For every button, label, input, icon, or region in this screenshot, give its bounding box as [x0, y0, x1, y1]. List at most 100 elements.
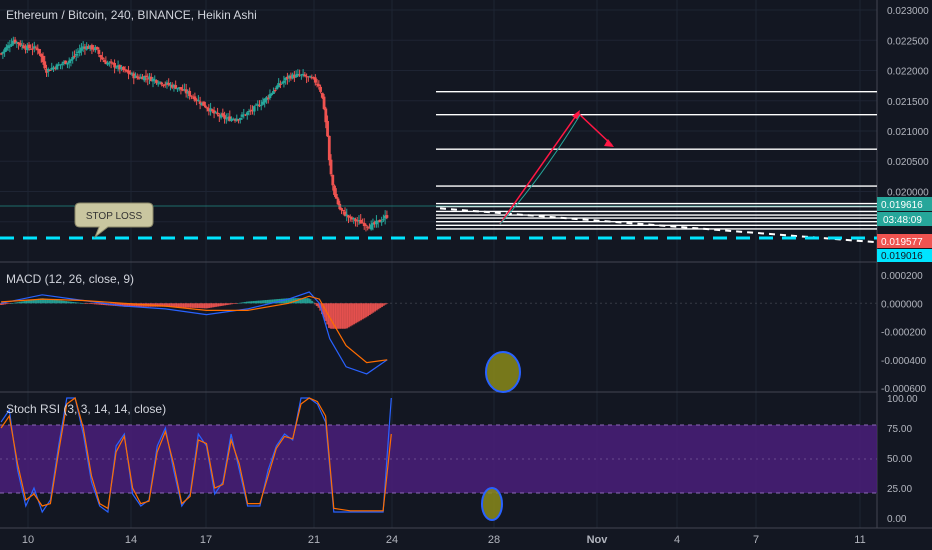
candle-body — [198, 101, 202, 104]
macd-histogram-bar — [333, 303, 336, 329]
macd-histogram-bar — [188, 303, 191, 308]
candle-body — [109, 61, 113, 63]
candle-body — [57, 64, 61, 66]
candle-body — [331, 174, 335, 186]
candle-body — [83, 46, 87, 49]
macd-histogram-bar — [24, 300, 27, 304]
macd-histogram-bar — [26, 300, 29, 304]
macd-histogram-bar — [284, 298, 287, 304]
candle-body — [15, 42, 19, 44]
candle-body — [256, 104, 260, 106]
candle-body — [87, 46, 90, 49]
macd-histogram-bar — [321, 303, 324, 315]
macd-histogram-bar — [291, 298, 294, 304]
candle-body — [338, 203, 342, 210]
macd-histogram-bar — [60, 300, 64, 304]
macd-histogram-bar — [282, 298, 286, 304]
price-tick-label: 0.020500 — [887, 157, 929, 168]
candle-body — [169, 84, 172, 86]
macd-histogram-bar — [364, 303, 368, 318]
macd-histogram-bar — [67, 301, 71, 304]
macd-histogram-bar — [219, 303, 223, 306]
candle-body — [279, 84, 282, 86]
macd-histogram-bar — [6, 303, 10, 304]
macd-histogram-bar — [81, 303, 85, 304]
candle-body — [364, 224, 368, 226]
candle-body — [319, 86, 322, 92]
candle-body — [74, 53, 78, 56]
stoch-tick-label: 0.00 — [887, 514, 907, 525]
macd-histogram-bar — [322, 303, 326, 318]
macd-histogram-bar — [218, 303, 221, 307]
macd-histogram-bar — [176, 303, 179, 308]
macd-histogram-bar — [125, 303, 129, 307]
stop-loss-callout[interactable]: STOP LOSS — [74, 202, 154, 239]
macd-histogram-bar — [212, 303, 216, 308]
candle-body — [362, 222, 366, 227]
candle-body — [137, 77, 141, 79]
candle-body — [34, 47, 38, 49]
candle-body — [183, 89, 186, 91]
candle-body — [71, 56, 75, 60]
macd-histogram-bar — [247, 301, 251, 304]
candle-body — [3, 49, 7, 53]
candle-body — [317, 84, 321, 87]
macd-histogram-bar — [94, 303, 97, 305]
candle-body — [196, 100, 200, 102]
macd-histogram-bar — [0, 303, 3, 305]
macd-histogram-bar — [286, 298, 289, 304]
candle-body — [67, 60, 71, 63]
candle-body — [88, 45, 92, 49]
macd-histogram-bar — [39, 298, 43, 304]
time-axis[interactable]: 10 14 17 21 24 28 Nov 4 7 11 — [22, 534, 866, 546]
macd-signal-line — [1, 295, 388, 364]
macd-histogram-bar — [1, 303, 5, 305]
time-tick-label: Nov — [587, 534, 609, 546]
trend-dashed-line — [439, 207, 878, 244]
candle-body — [341, 210, 345, 212]
macd-histogram-bar — [137, 303, 141, 307]
candle-body — [202, 101, 206, 106]
macd-histogram-bar — [5, 303, 8, 305]
candle-body — [186, 91, 190, 94]
candle-body — [10, 44, 13, 46]
time-tick-label: 4 — [674, 534, 680, 546]
projection-teal-curve — [499, 114, 581, 225]
macd-histogram-bar — [17, 302, 20, 304]
candle-body — [125, 69, 129, 72]
candle-body — [305, 76, 309, 78]
candle-body — [200, 102, 204, 106]
macd-histogram-bar — [15, 302, 19, 304]
macd-highlight-ellipse[interactable] — [485, 351, 521, 393]
macd-histogram-bar — [128, 303, 132, 307]
candle-body — [184, 89, 188, 94]
candle-body — [348, 216, 352, 218]
macd-histogram-bar — [350, 303, 354, 326]
candle-body — [322, 96, 326, 110]
macd-tick-label: -0.000400 — [881, 356, 926, 367]
candle-body — [306, 76, 310, 78]
macd-histogram-bar — [158, 303, 162, 307]
macd-histogram-bar — [225, 303, 228, 306]
candle-body — [233, 119, 237, 121]
candle-body — [81, 46, 85, 48]
candle-body — [174, 85, 178, 89]
macd-histogram-bar — [371, 303, 375, 313]
candle-body — [354, 219, 357, 222]
macd-histogram-bar — [331, 303, 335, 329]
candle-body — [4, 47, 8, 51]
macd-histogram-bar — [50, 299, 54, 304]
candle-body — [22, 45, 26, 49]
macd-histogram-bar — [380, 303, 383, 307]
candle-body — [212, 110, 216, 114]
macd-tick-label: -0.000600 — [881, 384, 926, 395]
candle-body — [376, 220, 380, 222]
macd-histogram-bar — [252, 301, 256, 304]
macd-histogram-bar — [172, 303, 176, 308]
macd-histogram-bar — [249, 301, 253, 304]
candle-body — [73, 55, 76, 57]
candle-body — [296, 73, 300, 75]
macd-panel — [0, 291, 877, 375]
stoch-highlight-ellipse[interactable] — [481, 487, 503, 521]
